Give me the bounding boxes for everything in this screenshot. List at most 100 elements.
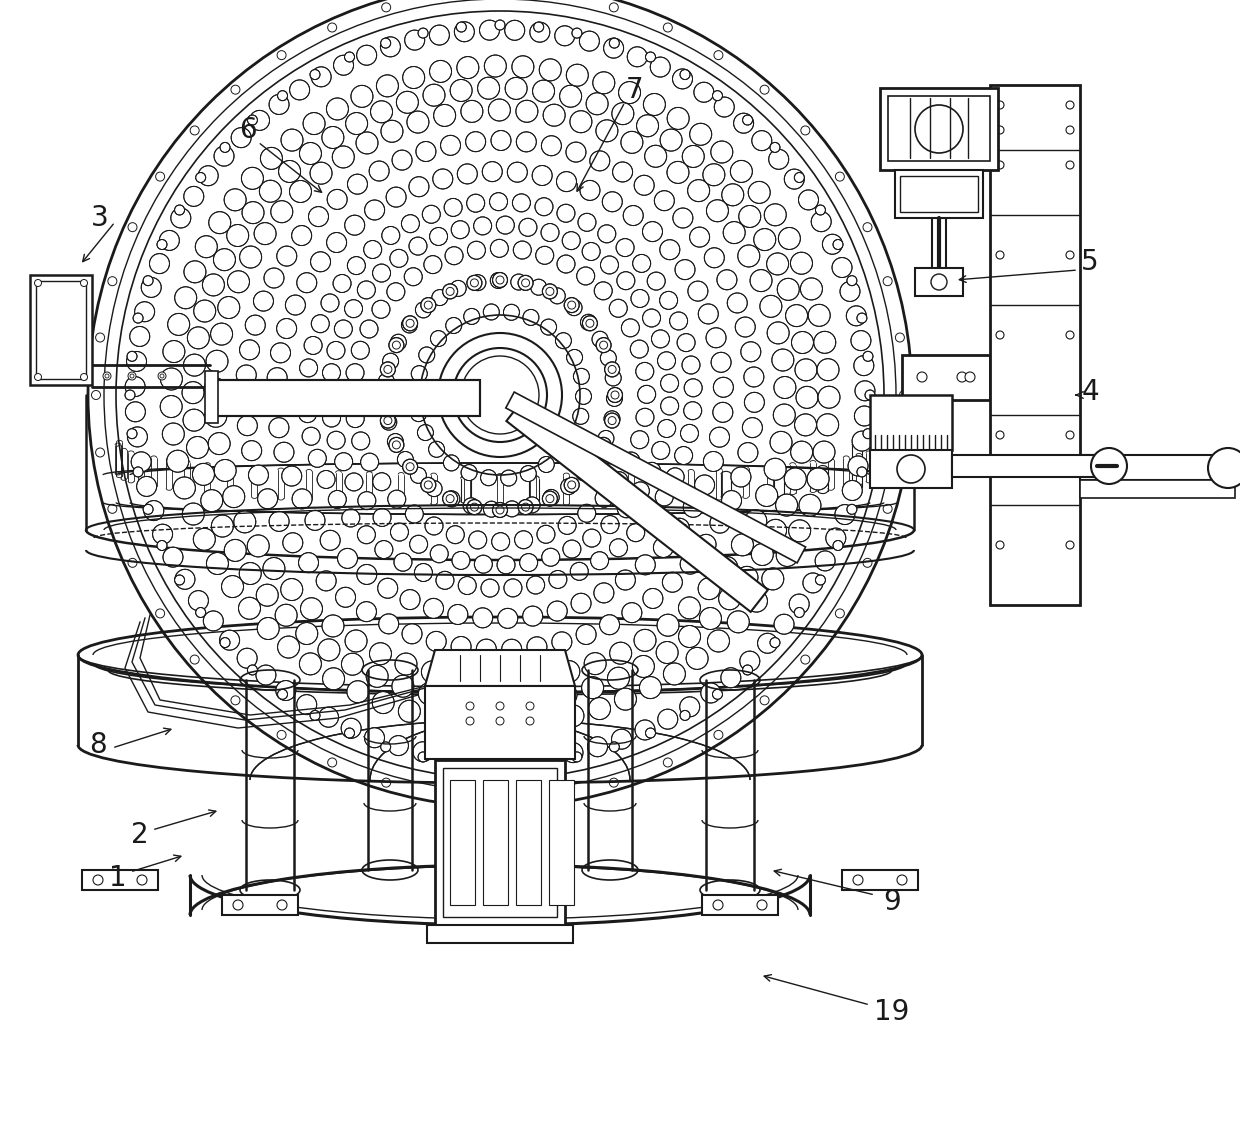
Circle shape [531, 279, 547, 295]
Circle shape [296, 622, 317, 644]
Circle shape [280, 578, 303, 601]
Circle shape [600, 256, 619, 274]
Circle shape [656, 642, 678, 663]
Circle shape [661, 374, 678, 393]
Circle shape [711, 353, 732, 372]
Circle shape [456, 22, 466, 32]
Circle shape [501, 691, 522, 712]
Circle shape [657, 352, 676, 370]
Circle shape [184, 261, 206, 283]
Circle shape [445, 247, 463, 265]
Circle shape [657, 615, 680, 636]
Circle shape [467, 275, 482, 290]
Circle shape [681, 424, 698, 443]
Circle shape [418, 683, 440, 704]
Circle shape [554, 26, 575, 46]
Circle shape [206, 553, 228, 575]
Circle shape [269, 94, 289, 115]
Circle shape [807, 468, 830, 490]
Circle shape [335, 453, 352, 471]
Circle shape [275, 681, 296, 701]
Circle shape [851, 331, 870, 351]
Circle shape [215, 146, 234, 166]
Circle shape [997, 372, 1007, 382]
Circle shape [373, 472, 391, 490]
Circle shape [591, 331, 608, 347]
Circle shape [738, 245, 760, 267]
Circle shape [857, 467, 867, 477]
Circle shape [434, 105, 455, 126]
Circle shape [596, 338, 611, 353]
Circle shape [451, 552, 470, 569]
Circle shape [536, 246, 554, 264]
Circle shape [198, 166, 218, 185]
Circle shape [784, 468, 806, 490]
Circle shape [321, 294, 339, 312]
Circle shape [346, 364, 365, 381]
Polygon shape [506, 399, 768, 612]
Circle shape [381, 38, 391, 48]
Text: 5: 5 [1081, 248, 1099, 277]
Circle shape [570, 562, 588, 580]
Circle shape [332, 146, 355, 168]
Circle shape [795, 608, 805, 618]
Circle shape [136, 875, 148, 885]
Circle shape [402, 215, 419, 232]
Circle shape [326, 98, 348, 119]
Circle shape [299, 405, 316, 422]
Circle shape [636, 362, 653, 380]
Circle shape [407, 112, 429, 133]
Circle shape [289, 181, 311, 203]
Circle shape [360, 320, 378, 338]
Circle shape [160, 230, 180, 250]
Circle shape [502, 640, 522, 659]
Circle shape [770, 142, 780, 152]
Circle shape [839, 281, 861, 302]
Circle shape [675, 446, 693, 464]
Circle shape [347, 174, 367, 195]
Circle shape [562, 704, 584, 727]
Circle shape [187, 327, 210, 349]
Circle shape [432, 289, 448, 306]
Circle shape [144, 501, 164, 520]
Circle shape [490, 239, 508, 257]
Circle shape [701, 683, 720, 703]
Circle shape [482, 162, 502, 182]
Circle shape [388, 735, 408, 756]
Circle shape [366, 666, 388, 687]
Circle shape [454, 22, 475, 42]
Circle shape [583, 529, 600, 547]
Circle shape [996, 126, 1004, 134]
Circle shape [779, 228, 800, 249]
Circle shape [304, 337, 322, 354]
Circle shape [378, 578, 398, 599]
Circle shape [600, 351, 616, 366]
Circle shape [675, 259, 694, 280]
Circle shape [854, 406, 874, 426]
Circle shape [490, 272, 506, 289]
Circle shape [231, 127, 252, 148]
Circle shape [130, 327, 150, 346]
Circle shape [496, 717, 503, 725]
Circle shape [957, 372, 967, 382]
Circle shape [547, 601, 567, 621]
Circle shape [525, 497, 541, 513]
Circle shape [248, 115, 258, 125]
Circle shape [531, 666, 553, 687]
Circle shape [609, 299, 627, 318]
Circle shape [81, 373, 88, 380]
Bar [895, 170, 983, 218]
Circle shape [456, 758, 466, 768]
Circle shape [370, 160, 389, 181]
Circle shape [518, 275, 533, 290]
Circle shape [737, 567, 758, 588]
Circle shape [433, 168, 453, 189]
Circle shape [745, 591, 768, 612]
Circle shape [532, 80, 554, 102]
Circle shape [296, 694, 316, 715]
Circle shape [505, 77, 527, 99]
Circle shape [174, 477, 196, 498]
Circle shape [321, 387, 339, 404]
Circle shape [642, 506, 660, 525]
Circle shape [646, 52, 656, 61]
